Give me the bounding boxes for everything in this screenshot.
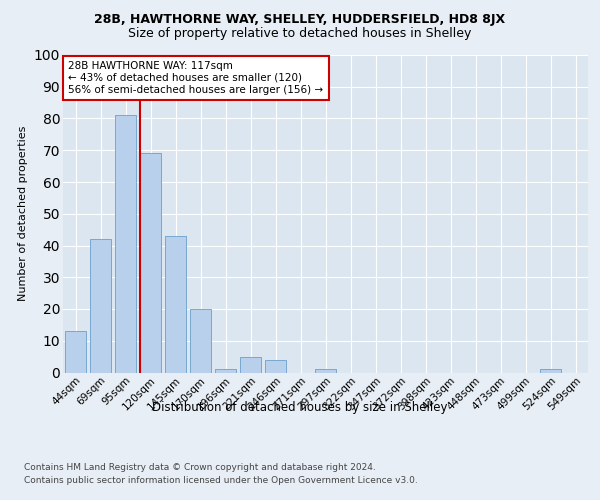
Bar (190, 309, 211, 372)
Bar (140, 154, 161, 372)
Text: Distribution of detached houses by size in Shelley: Distribution of detached houses by size … (152, 401, 448, 414)
Y-axis label: Number of detached properties: Number of detached properties (18, 126, 28, 302)
Bar (65, 331, 86, 372)
Text: 28B, HAWTHORNE WAY, SHELLEY, HUDDERSFIELD, HD8 8JX: 28B, HAWTHORNE WAY, SHELLEY, HUDDERSFIEL… (94, 12, 506, 26)
Bar (315, 370, 336, 372)
Bar (165, 236, 186, 372)
Bar (115, 116, 136, 372)
Bar (215, 370, 236, 372)
Bar (540, 370, 561, 372)
Bar (240, 356, 261, 372)
Text: Size of property relative to detached houses in Shelley: Size of property relative to detached ho… (128, 28, 472, 40)
Text: 28B HAWTHORNE WAY: 117sqm
← 43% of detached houses are smaller (120)
56% of semi: 28B HAWTHORNE WAY: 117sqm ← 43% of detac… (68, 62, 323, 94)
Bar (265, 360, 286, 372)
Text: Contains public sector information licensed under the Open Government Licence v3: Contains public sector information licen… (24, 476, 418, 485)
Bar (90, 239, 111, 372)
Text: Contains HM Land Registry data © Crown copyright and database right 2024.: Contains HM Land Registry data © Crown c… (24, 462, 376, 471)
